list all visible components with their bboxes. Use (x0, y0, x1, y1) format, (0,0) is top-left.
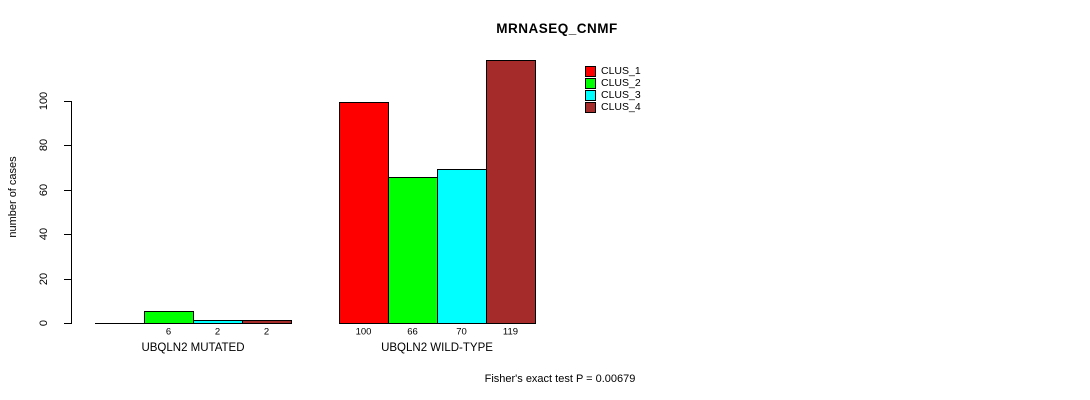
legend-label: CLUS_2 (601, 77, 641, 89)
legend-item-clus_2: CLUS_2 (585, 78, 641, 89)
y-axis-tick (64, 323, 72, 324)
bar-value-label: 66 (407, 326, 418, 338)
legend-label: CLUS_4 (601, 101, 641, 113)
bar-clus_4 (486, 60, 536, 324)
y-axis-tick (64, 279, 72, 280)
bar-clus_2 (388, 177, 438, 324)
bar-clus_1 (95, 323, 145, 324)
bar-clus_4 (242, 320, 292, 324)
y-axis-tick-label: 60 (38, 183, 50, 197)
legend-swatch-icon (585, 78, 596, 89)
y-axis-title: number of cases (7, 156, 19, 238)
y-axis-tick-label: 100 (38, 91, 50, 111)
y-axis-tick-label: 0 (38, 319, 50, 327)
bar-value-label: 100 (355, 326, 372, 338)
x-category-label: UBQLN2 WILD-TYPE (381, 342, 493, 354)
legend-label: CLUS_3 (601, 89, 641, 101)
bar-value-label: 6 (165, 326, 172, 338)
bar-value-label: 119 (502, 326, 519, 338)
legend-item-clus_1: CLUS_1 (585, 66, 641, 77)
legend-swatch-icon (585, 102, 596, 113)
legend-item-clus_4: CLUS_4 (585, 102, 641, 113)
y-axis-tick (64, 101, 72, 102)
legend-swatch-icon (585, 90, 596, 101)
y-axis-tick-label: 80 (38, 138, 50, 152)
y-axis-tick-label: 20 (38, 272, 50, 286)
y-axis-tick (64, 234, 72, 235)
legend-swatch-icon (585, 66, 596, 77)
legend-item-clus_3: CLUS_3 (585, 90, 641, 101)
bar-clus_3 (193, 320, 243, 324)
legend-label: CLUS_1 (601, 65, 641, 77)
bar-clus_1 (339, 102, 389, 324)
x-category-label: UBQLN2 MUTATED (141, 342, 245, 354)
y-axis-tick (64, 190, 72, 191)
y-axis-tick (64, 145, 72, 146)
fisher-test-annotation: Fisher's exact test P = 0.00679 (484, 373, 636, 385)
y-axis-tick-label: 40 (38, 227, 50, 241)
bar-value-label: 2 (263, 326, 270, 338)
y-axis-line (71, 101, 72, 324)
bar-clus_2 (144, 311, 194, 324)
legend: CLUS_1 CLUS_2 CLUS_3 CLUS_4 (585, 66, 641, 113)
bar-value-label: 2 (214, 326, 221, 338)
bar-clus_3 (437, 169, 487, 324)
bar-value-label: 70 (456, 326, 467, 338)
chart-title: MRNASEQ_CNMF (496, 21, 618, 36)
